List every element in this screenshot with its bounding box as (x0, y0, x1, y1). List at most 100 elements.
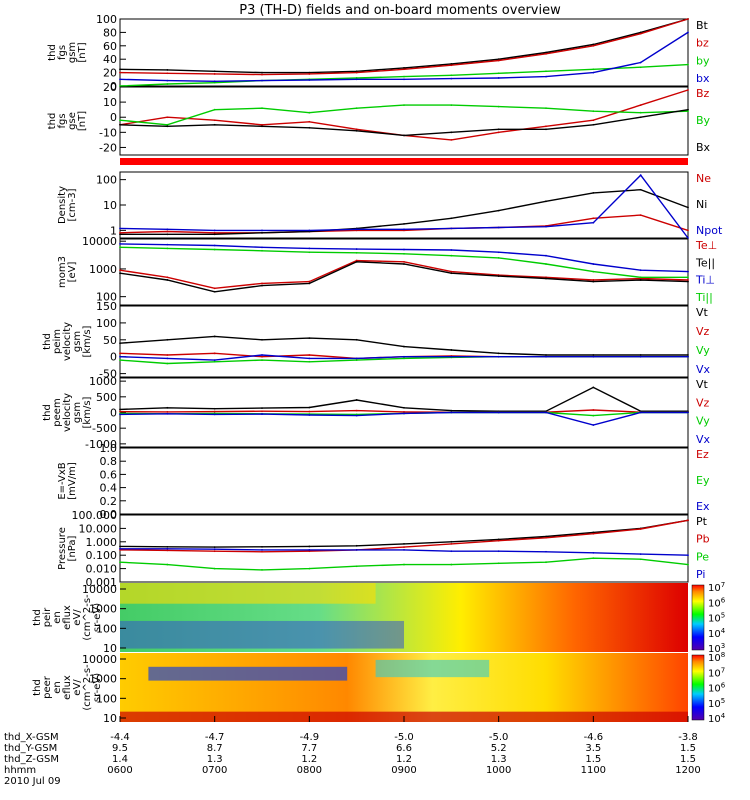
data-point (592, 263, 595, 265)
xtick-label: 0900 (391, 765, 416, 776)
data-point (592, 123, 595, 126)
data-point (497, 538, 500, 541)
colorbar-tick-label: 107 (708, 581, 725, 594)
ylabel-line: thd (42, 404, 53, 421)
ylabel-line: [nPa] (67, 535, 78, 561)
data-point (355, 128, 358, 131)
xaxis-value: 5.2 (491, 743, 507, 754)
data-point (261, 231, 263, 234)
data-point (213, 73, 216, 75)
data-point (687, 519, 689, 522)
data-point (687, 563, 689, 566)
data-point (545, 75, 547, 78)
data-point (119, 227, 121, 230)
data-point (355, 260, 358, 263)
xaxis-value: 1.2 (396, 754, 412, 765)
data-point (450, 249, 453, 251)
data-point (403, 104, 405, 107)
ylabel-line: (cm^2-s- (82, 594, 93, 641)
ytick-label: 0.0 (100, 508, 118, 521)
ytick-label: 0 (110, 80, 117, 93)
data-point (639, 104, 642, 107)
xaxis-row-label: thd_Z-GSM (4, 754, 59, 765)
data-point (261, 71, 263, 74)
data-point (592, 43, 595, 46)
data-point (119, 269, 121, 272)
xaxis-value: 1.5 (585, 754, 601, 765)
data-point (166, 410, 169, 413)
data-point (213, 407, 216, 410)
ytick-label: 40 (103, 53, 117, 66)
data-point (213, 352, 216, 355)
data-point (403, 260, 405, 263)
ylabel-line: Density (57, 186, 68, 224)
ytick-label: -20 (99, 141, 117, 154)
data-point (355, 248, 358, 250)
data-point (450, 550, 453, 553)
ylabel-line: fgs (57, 45, 68, 60)
xaxis-value: 7.7 (301, 743, 317, 754)
data-point (355, 548, 358, 551)
legend-entry: Vz (696, 325, 710, 338)
data-point (308, 337, 311, 340)
ytick-label: 100 (96, 692, 117, 705)
ytick-label: 10 (103, 712, 117, 725)
data-point (403, 78, 405, 81)
colorbar-tick-label: 108 (708, 651, 725, 664)
data-point (545, 128, 547, 131)
ylabel-line: en (52, 681, 63, 694)
data-point (308, 120, 311, 123)
series-line-Bx (119, 109, 689, 137)
legend-entry: Te⊥ (695, 239, 717, 252)
data-point (355, 251, 358, 254)
data-point (261, 79, 263, 82)
data-point (592, 221, 595, 224)
ytick-label: 10 (103, 96, 117, 109)
series-line-Ti⊥ (119, 243, 689, 273)
legend-entry: Bx (696, 141, 711, 154)
ytick-label: 80 (103, 26, 117, 39)
data-point (119, 545, 121, 548)
xaxis-row-label: 2010 Jul 09 (4, 776, 61, 787)
data-point (308, 406, 311, 409)
data-point (166, 406, 169, 409)
data-point (545, 276, 547, 279)
data-point (355, 544, 358, 547)
data-point (403, 412, 405, 415)
data-point (308, 360, 311, 363)
data-point (545, 263, 547, 265)
data-point (308, 111, 311, 114)
data-point (592, 409, 595, 411)
data-point (639, 558, 642, 561)
data-point (213, 70, 216, 73)
data-point (166, 279, 169, 281)
xaxis-value: -5.0 (489, 732, 509, 743)
data-point (450, 62, 453, 65)
data-point (308, 126, 311, 129)
data-point (213, 248, 216, 251)
data-point (355, 78, 358, 81)
data-point (119, 355, 121, 358)
ylabel-line: thd (32, 679, 43, 696)
data-point (261, 407, 263, 410)
data-point (639, 174, 642, 177)
data-point (213, 287, 216, 290)
data-point (592, 551, 595, 554)
ylabel-line: [nT] (77, 111, 88, 131)
data-point (119, 242, 121, 245)
data-point (166, 69, 169, 71)
data-point (213, 81, 216, 84)
data-point (592, 68, 595, 71)
series-line-bz (119, 18, 689, 76)
ytick-label: 150 (96, 300, 117, 313)
data-point (545, 277, 547, 280)
data-point (450, 104, 453, 107)
data-point (261, 413, 263, 415)
xtick-label: 1100 (581, 765, 606, 776)
data-point (213, 546, 216, 549)
colorbar-tick-label: 107 (708, 666, 725, 679)
xaxis-value: 1.2 (301, 754, 317, 765)
data-point (592, 44, 595, 47)
data-point (308, 282, 311, 285)
legend-entry: Vt (696, 306, 709, 319)
